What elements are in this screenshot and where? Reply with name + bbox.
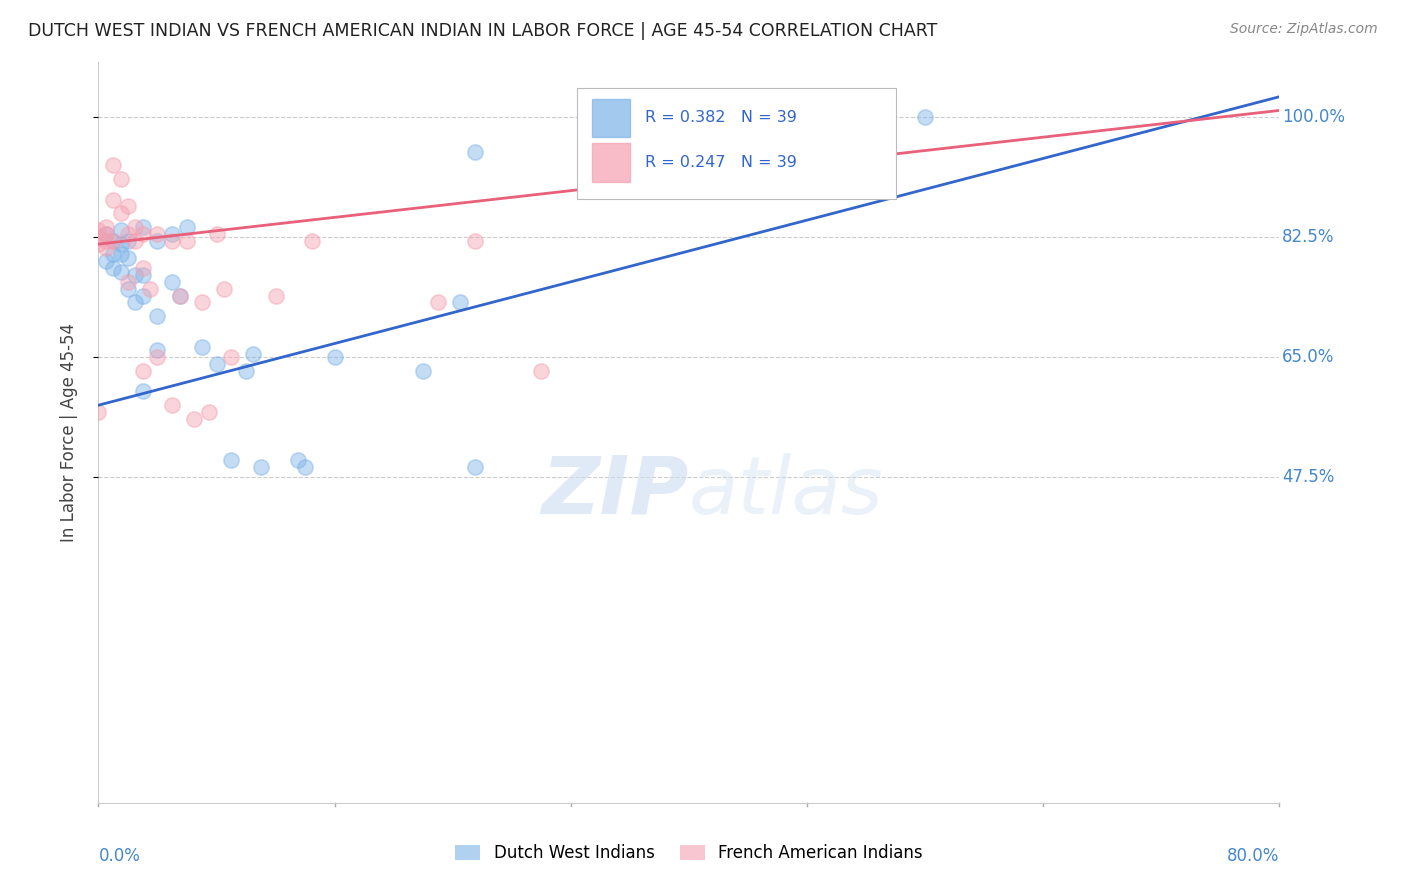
Point: [132, 219, 155, 234]
Point: [412, 364, 434, 378]
Point: [103, 234, 125, 248]
Y-axis label: In Labor Force | Age 45-54: In Labor Force | Age 45-54: [59, 323, 77, 542]
Point: [162, 234, 183, 248]
Point: [235, 364, 257, 378]
FancyBboxPatch shape: [592, 143, 630, 182]
Point: [117, 282, 139, 296]
Point: [146, 309, 169, 323]
Point: [169, 288, 191, 302]
Point: [530, 364, 553, 378]
Text: 0.0%: 0.0%: [98, 847, 141, 865]
Point: [162, 275, 183, 289]
Point: [464, 234, 486, 248]
Point: [301, 234, 323, 248]
Point: [117, 251, 139, 265]
Point: [914, 110, 936, 124]
FancyBboxPatch shape: [592, 99, 630, 137]
Point: [242, 347, 264, 361]
Point: [110, 237, 132, 252]
Point: [287, 453, 309, 467]
Point: [146, 350, 169, 364]
Point: [110, 206, 132, 220]
Point: [103, 261, 125, 276]
Point: [94, 240, 117, 255]
Point: [124, 219, 146, 234]
Point: [94, 227, 117, 241]
Point: [124, 234, 146, 248]
Point: [87, 230, 110, 244]
Point: [103, 234, 125, 248]
Text: 100.0%: 100.0%: [1282, 108, 1344, 127]
Point: [124, 268, 146, 282]
Point: [198, 405, 221, 419]
FancyBboxPatch shape: [576, 88, 896, 200]
Point: [117, 227, 139, 241]
Point: [94, 219, 117, 234]
Point: [110, 172, 132, 186]
Point: [132, 384, 155, 399]
Point: [94, 254, 117, 268]
Point: [146, 234, 169, 248]
Point: [221, 350, 243, 364]
Legend: Dutch West Indians, French American Indians: Dutch West Indians, French American Indi…: [449, 838, 929, 869]
Point: [132, 364, 155, 378]
Text: 47.5%: 47.5%: [1282, 468, 1334, 486]
Point: [169, 288, 191, 302]
Point: [146, 227, 169, 241]
Point: [250, 459, 273, 474]
Text: atlas: atlas: [689, 453, 884, 531]
Point: [464, 459, 486, 474]
Point: [221, 453, 243, 467]
Point: [110, 247, 132, 261]
Point: [110, 223, 132, 237]
Point: [162, 227, 183, 241]
Point: [162, 398, 183, 412]
Point: [132, 288, 155, 302]
Point: [176, 234, 198, 248]
Point: [87, 237, 110, 252]
Text: R = 0.382   N = 39: R = 0.382 N = 39: [645, 111, 797, 126]
Point: [146, 343, 169, 358]
Point: [103, 193, 125, 207]
Point: [117, 234, 139, 248]
Point: [212, 282, 235, 296]
Point: [205, 227, 228, 241]
Point: [87, 223, 110, 237]
Point: [124, 295, 146, 310]
Text: 65.0%: 65.0%: [1282, 348, 1334, 367]
Point: [132, 268, 155, 282]
Point: [103, 158, 125, 172]
Text: Source: ZipAtlas.com: Source: ZipAtlas.com: [1230, 22, 1378, 37]
Point: [110, 264, 132, 278]
Point: [294, 459, 316, 474]
Point: [94, 234, 117, 248]
Point: [323, 350, 346, 364]
Text: R = 0.247   N = 39: R = 0.247 N = 39: [645, 155, 797, 169]
Point: [205, 357, 228, 371]
Text: DUTCH WEST INDIAN VS FRENCH AMERICAN INDIAN IN LABOR FORCE | AGE 45-54 CORRELATI: DUTCH WEST INDIAN VS FRENCH AMERICAN IND…: [28, 22, 938, 40]
Text: 80.0%: 80.0%: [1227, 847, 1279, 865]
Point: [94, 227, 117, 241]
Text: 82.5%: 82.5%: [1282, 228, 1334, 246]
Point: [117, 275, 139, 289]
Point: [464, 145, 486, 159]
Point: [191, 295, 214, 310]
Point: [183, 412, 205, 426]
Point: [139, 282, 162, 296]
Point: [449, 295, 471, 310]
Point: [87, 405, 110, 419]
Point: [132, 261, 155, 276]
Point: [191, 340, 214, 354]
Point: [117, 199, 139, 213]
Text: ZIP: ZIP: [541, 453, 689, 531]
Point: [427, 295, 450, 310]
Point: [264, 288, 287, 302]
Point: [132, 227, 155, 241]
Point: [176, 219, 198, 234]
Point: [103, 247, 125, 261]
